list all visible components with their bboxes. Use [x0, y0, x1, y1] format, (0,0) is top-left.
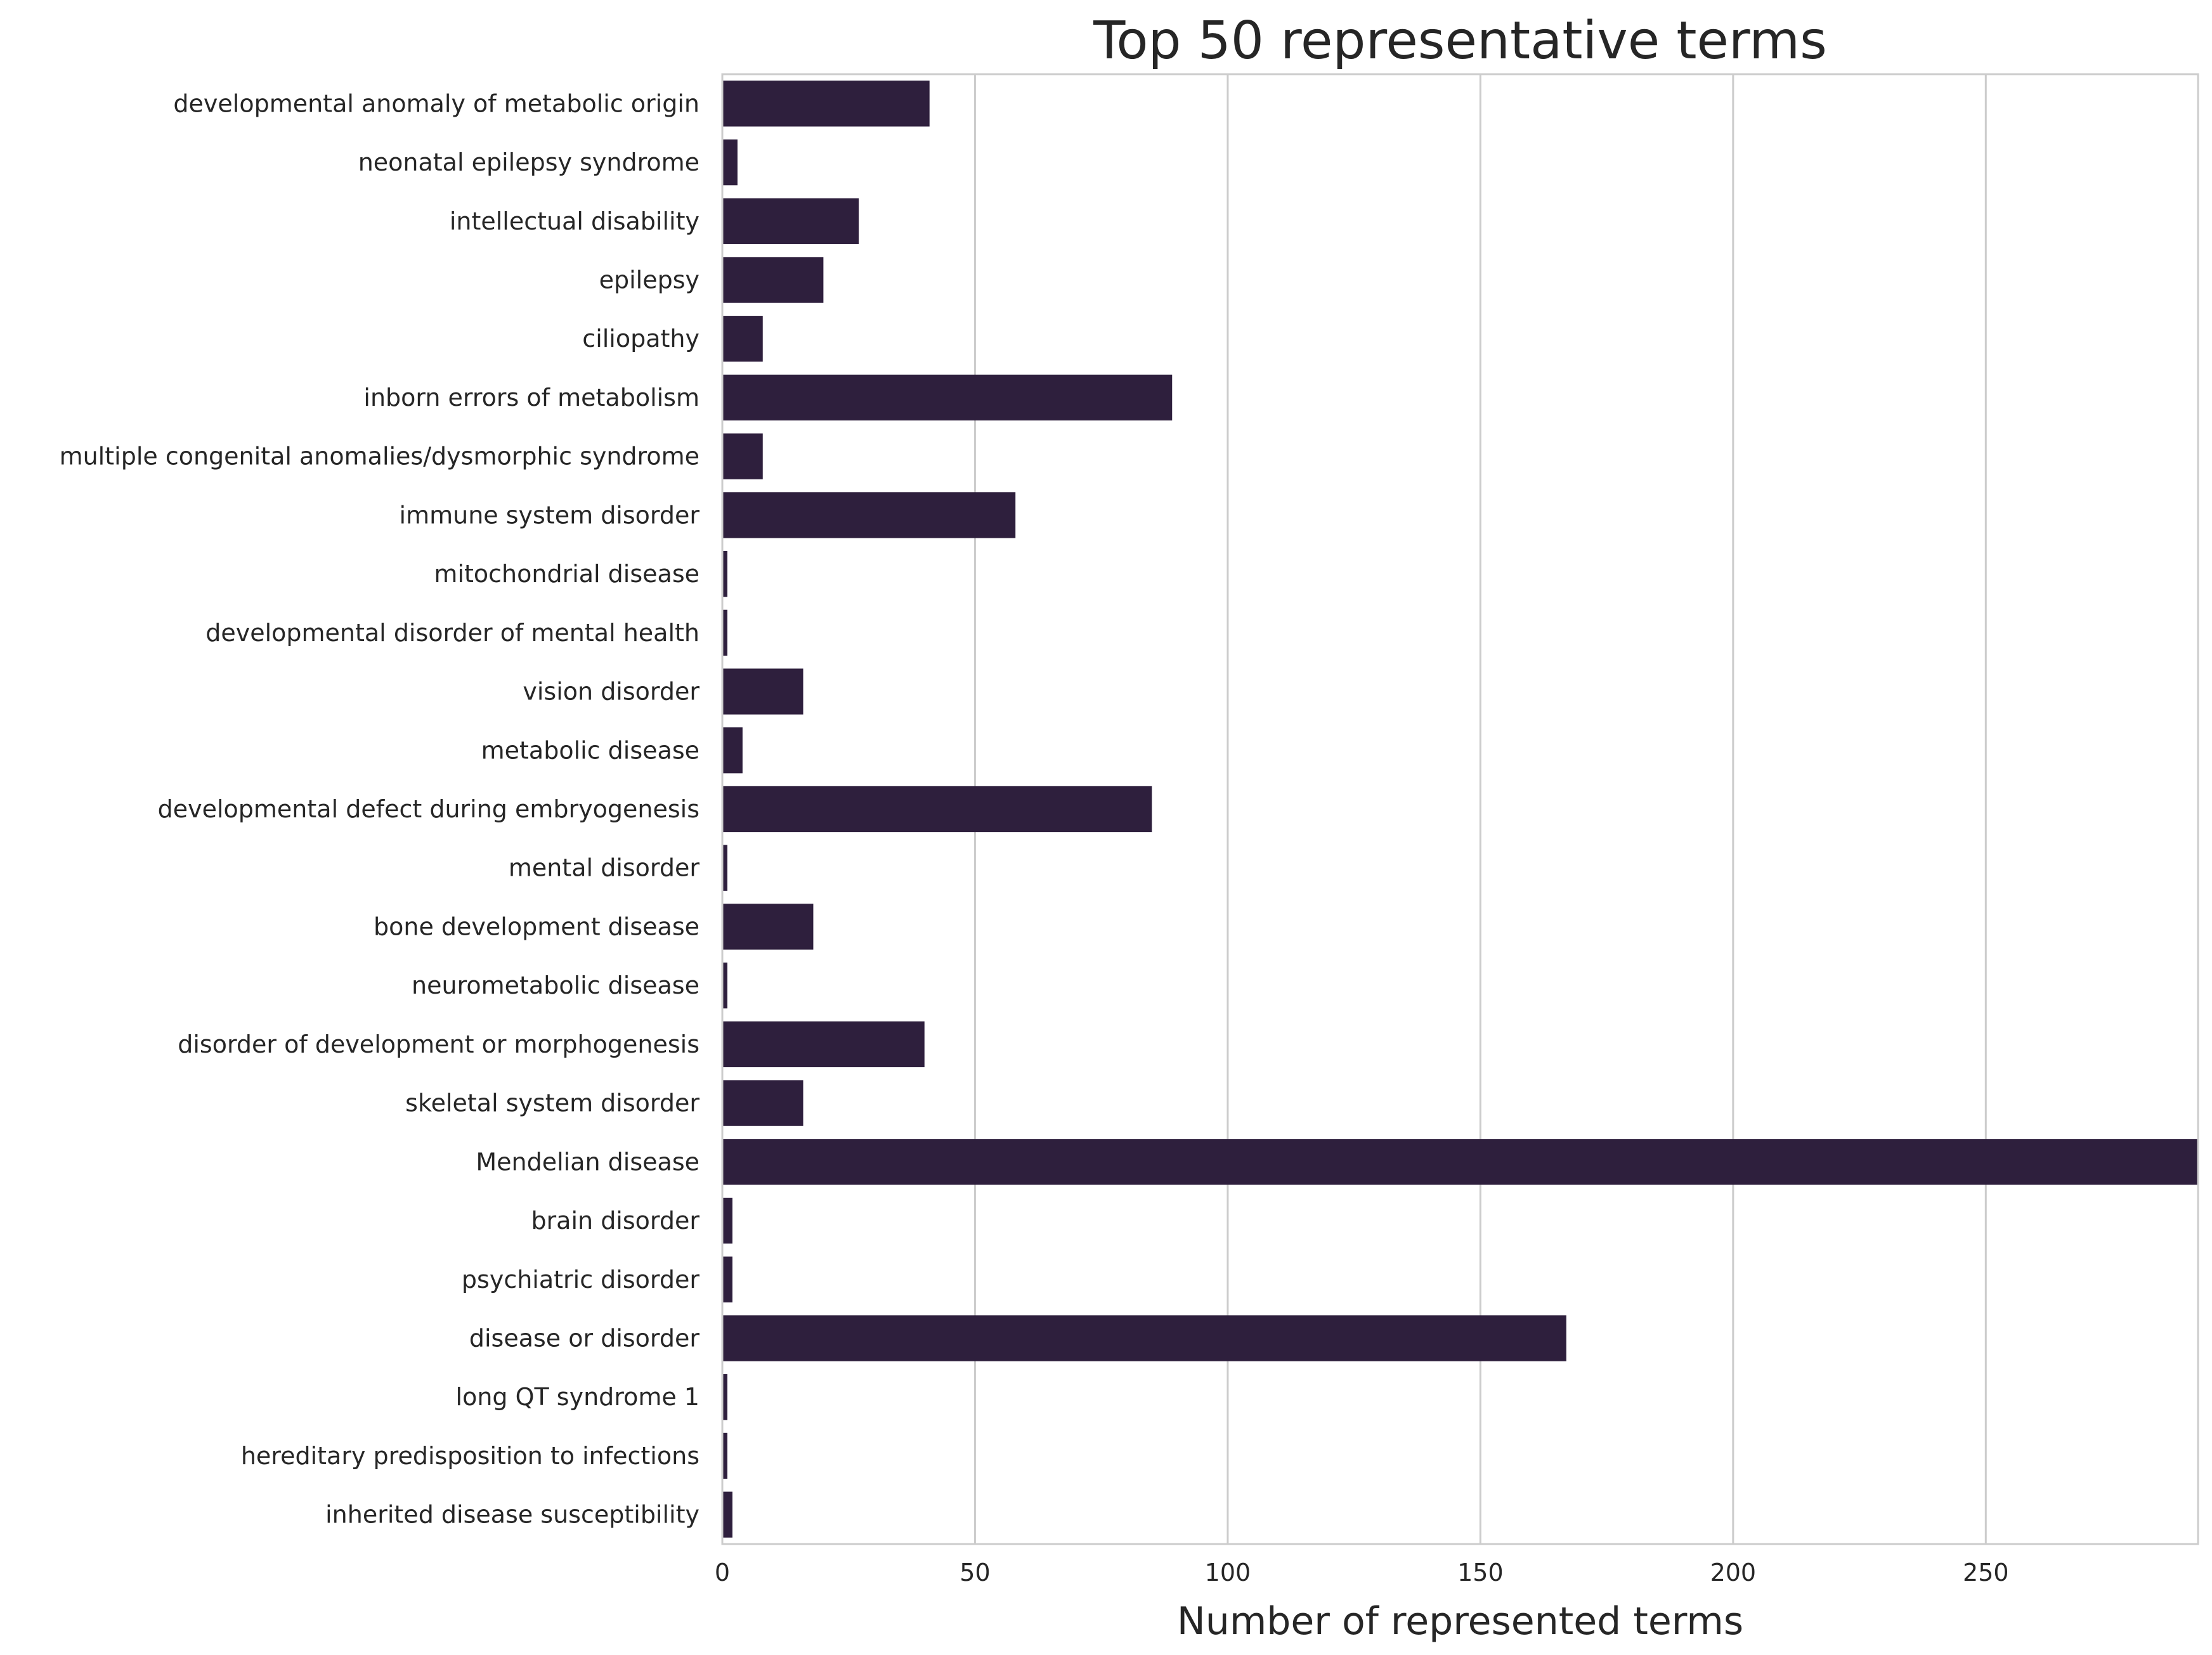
bar [722, 1021, 925, 1068]
bar [722, 81, 930, 127]
bar [722, 1315, 1566, 1361]
category-label: epilepsy [599, 266, 699, 294]
bar [722, 1197, 732, 1244]
category-label: ciliopathy [582, 325, 699, 353]
category-label: inherited disease susceptibility [325, 1501, 699, 1529]
category-label: inborn errors of metabolism [363, 384, 699, 412]
bar [722, 1080, 803, 1126]
bar [722, 668, 803, 715]
x-axis-title: Number of represented terms [1177, 1599, 1743, 1644]
bar [722, 433, 763, 479]
category-label: immune system disorder [400, 501, 700, 529]
bar [722, 1491, 732, 1538]
bar [722, 374, 1173, 421]
category-label: hereditary predisposition to infections [241, 1442, 699, 1470]
bars [722, 81, 2198, 1538]
bar [722, 786, 1152, 833]
bar [722, 1256, 732, 1302]
bar [722, 1374, 727, 1420]
bar [722, 316, 763, 362]
category-label: mitochondrial disease [434, 560, 699, 588]
category-label: disorder of development or morphogenesis [178, 1030, 699, 1058]
bar [722, 139, 738, 186]
category-label: vision disorder [523, 678, 699, 706]
category-label: neurometabolic disease [412, 971, 699, 999]
bar [722, 257, 824, 303]
x-tick-label: 150 [1457, 1559, 1504, 1587]
bar [722, 962, 727, 1009]
bar [722, 198, 859, 244]
bar [722, 1139, 2198, 1185]
category-label: mental disorder [509, 854, 699, 882]
category-label: multiple congenital anomalies/dysmorphic… [60, 443, 699, 471]
category-label: long QT syndrome 1 [456, 1383, 699, 1411]
category-label: developmental anomaly of metabolic origi… [173, 89, 699, 117]
category-label: psychiatric disorder [462, 1266, 699, 1294]
x-tick-label: 100 [1205, 1559, 1251, 1587]
x-tick-label: 200 [1710, 1559, 1757, 1587]
category-label: brain disorder [531, 1207, 699, 1235]
plot-frame [721, 73, 2199, 1545]
category-labels: developmental anomaly of metabolic origi… [60, 89, 700, 1528]
category-label: disease or disorder [469, 1324, 700, 1352]
x-tick-label: 250 [1963, 1559, 2009, 1587]
category-label: Mendelian disease [476, 1148, 699, 1176]
bar [722, 904, 814, 950]
bar [722, 727, 743, 774]
category-label: developmental defect during embryogenesi… [158, 795, 699, 823]
bar [722, 1432, 727, 1479]
category-label: skeletal system disorder [405, 1089, 699, 1117]
category-label: developmental disorder of mental health [205, 619, 699, 647]
x-tick-label: 50 [960, 1559, 990, 1587]
bar [722, 550, 727, 597]
category-label: intellectual disability [450, 207, 699, 235]
bar [722, 845, 727, 891]
bar [722, 609, 727, 656]
x-tick-labels: 0 50 100 150 200 250 [715, 1559, 2009, 1587]
category-label: bone development disease [374, 912, 699, 940]
x-tick-label: 0 [715, 1559, 730, 1587]
category-label: neonatal epilepsy syndrome [358, 148, 699, 176]
chart-title: Top 50 representative terms [1093, 11, 1827, 71]
bar [722, 492, 1016, 538]
category-label: metabolic disease [481, 736, 699, 764]
